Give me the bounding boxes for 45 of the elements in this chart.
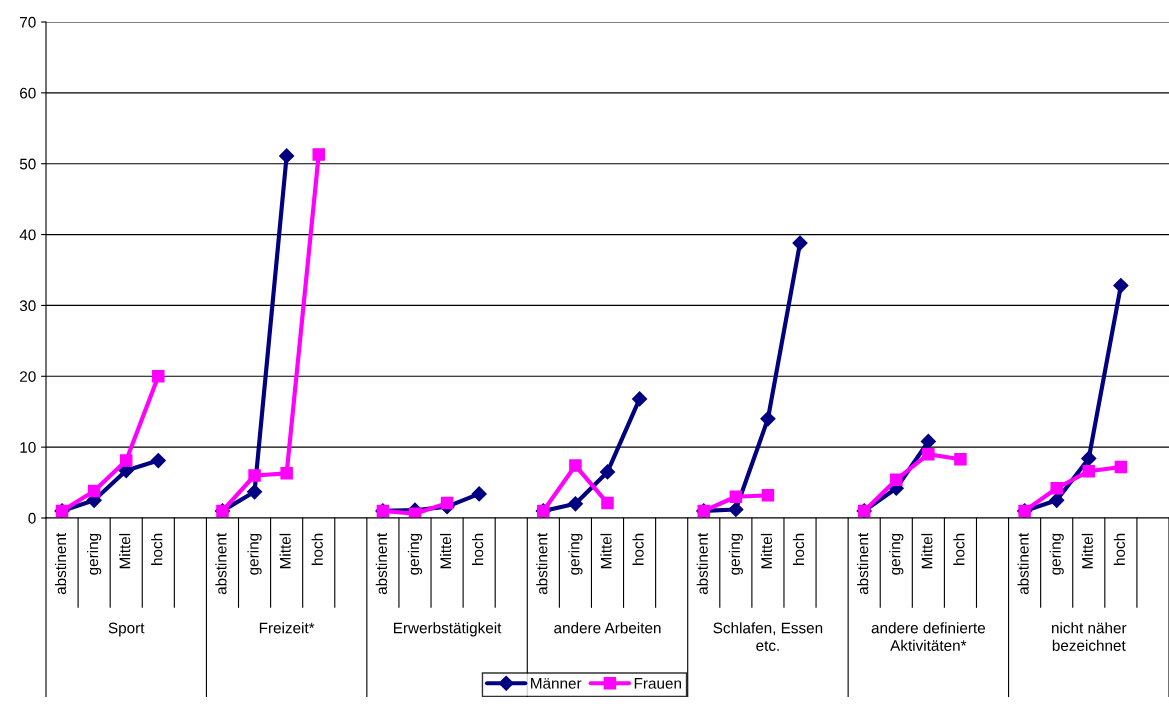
x-tick-label: Mittel [279, 533, 291, 569]
x-tick-label: gering [568, 533, 583, 575]
x-tick-label: Mittel [600, 533, 612, 569]
x-tick-label: gering [728, 533, 743, 575]
text: nicht näher bezeichnet [1052, 622, 1127, 651]
x-tick-label: hoch [792, 533, 805, 565]
x-tick-label: hoch [472, 533, 484, 565]
x-tick-label: gering [1049, 533, 1064, 575]
x-tick-label: hoch [311, 533, 323, 565]
x-tick-label: abstinent [1017, 532, 1029, 595]
y-tick-label: 60 [20, 87, 36, 99]
x-tick-label: abstinent [375, 532, 387, 595]
x-tick-label: gering [87, 533, 102, 575]
y-tick-label: 30 [19, 300, 36, 312]
text: andere Arbeiten [554, 622, 661, 634]
y-tick-label: 0 [28, 512, 36, 524]
x-tick-label: abstinent [54, 532, 67, 595]
text: Erwerbstätigkeit [393, 622, 502, 637]
x-tick-label: hoch [953, 533, 965, 565]
x-tick-label: hoch [151, 533, 163, 565]
y-tick-label: 40 [19, 229, 36, 241]
text: andere definierte Aktivitäten* [871, 622, 986, 651]
x-tick-label: gering [889, 533, 904, 575]
legend-label: Männer [531, 678, 582, 689]
x-tick-label: gering [407, 533, 423, 575]
text: Freizeit* [259, 622, 315, 634]
x-tick-label: hoch [1113, 533, 1125, 565]
y-tick-label: 10 [20, 442, 36, 453]
x-tick-label: abstinent [857, 532, 869, 595]
x-tick-label: Mittel [119, 533, 131, 569]
x-tick-label: abstinent [696, 532, 708, 595]
legend-label: Frauen [634, 678, 681, 689]
x-tick-label: abstinent [215, 532, 227, 595]
x-tick-label: hoch [632, 533, 644, 565]
y-tick-label: 50 [19, 158, 36, 170]
x-tick-label: Mittel [1081, 533, 1093, 569]
y-tick-label: 20 [20, 371, 36, 382]
x-tick-label: Mittel [921, 533, 933, 569]
text: Sport [108, 622, 145, 637]
text: Schlafen, Essen etc. [713, 622, 823, 651]
x-tick-label: Mittel [760, 533, 773, 569]
x-tick-label: abstinent [536, 532, 548, 595]
x-tick-label: Mittel [439, 533, 452, 569]
x-tick-label: gering [247, 533, 262, 575]
y-tick-label: 70 [20, 16, 36, 28]
